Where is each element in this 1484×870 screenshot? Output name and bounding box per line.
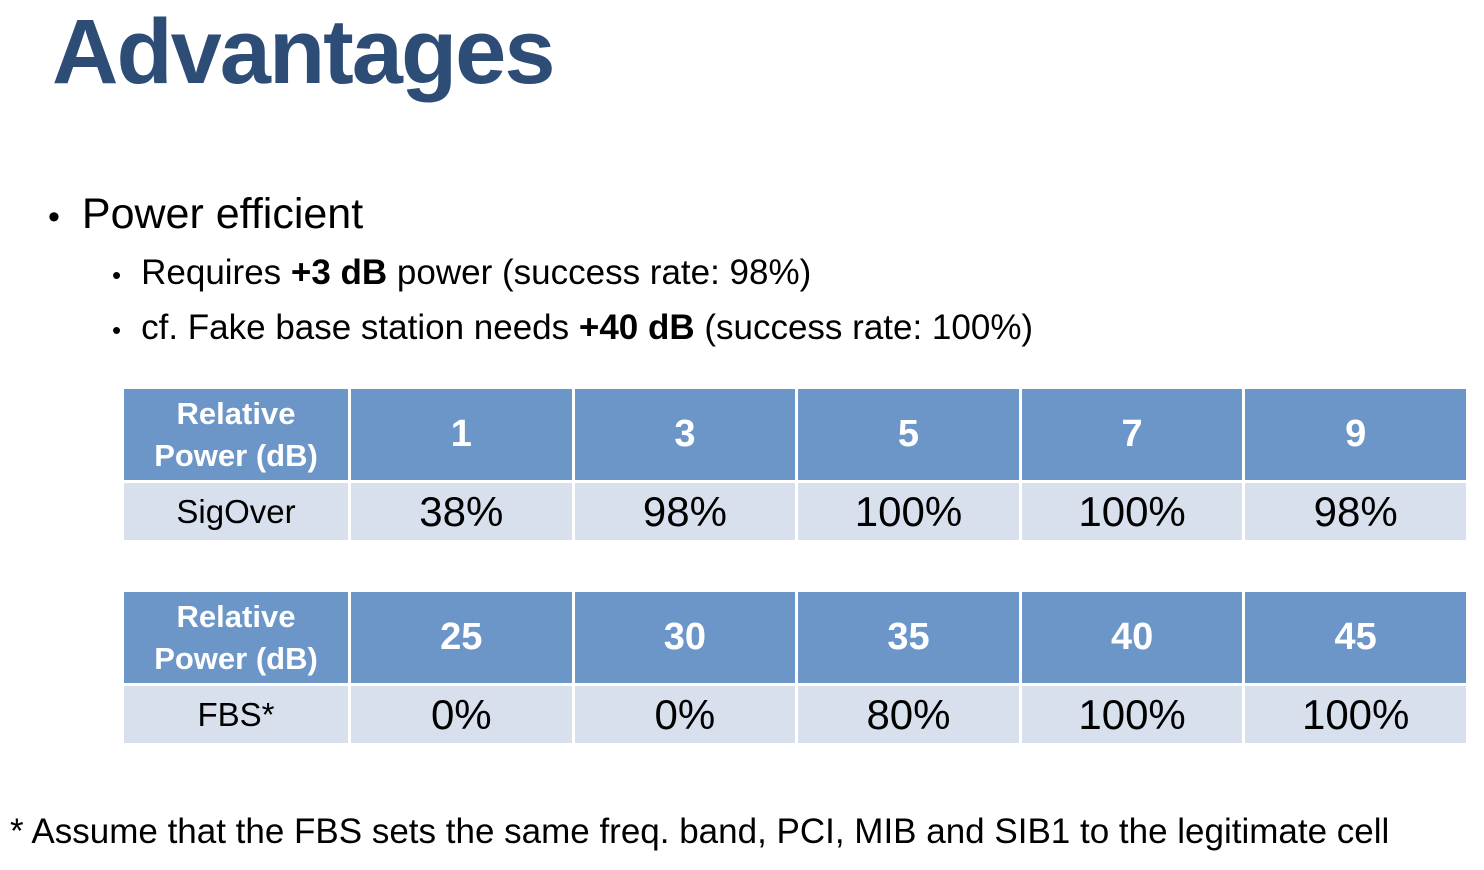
bullet-icon: • [48,198,60,236]
text-segment: (success rate: 100%) [694,308,1034,347]
header-cell-relative-power: Relative Power (dB) [124,592,348,683]
value-cell: 100% [798,483,1019,540]
table-row-sigover: SigOver 38% 98% 100% 100% 98% [124,483,1466,540]
bullet-power-efficient-text: Power efficient [81,190,364,238]
value-cell: 100% [1245,686,1466,743]
text-segment: cf. Fake base station needs [141,308,579,347]
sub-bullet-requires-power: • Requires +3 dB power (success rate: 98… [112,253,811,293]
header-cell: 3 [574,389,796,480]
footnote: * Assume that the FBS sets the same freq… [10,812,1390,851]
bullet-icon: • [112,260,122,290]
fbs-success-rate-table: Relative Power (dB) 25 30 35 40 45 FBS* … [121,589,1469,746]
table-header-row: Relative Power (dB) 1 3 5 7 9 [124,389,1466,480]
sub-bullet-requires-power-text: Requires +3 dB power (success rate: 98%) [141,253,811,293]
header-cell: 1 [351,389,572,480]
value-cell: 98% [1245,483,1466,540]
slide-title: Advantages [52,1,555,103]
header-cell-relative-power: Relative Power (dB) [124,389,348,480]
table-row-fbs: FBS* 0% 0% 80% 100% 100% [124,686,1466,743]
table-header-row: Relative Power (dB) 25 30 35 40 45 [124,592,1466,683]
value-cell: 0% [574,686,796,743]
header-cell: 30 [574,592,796,683]
sigover-success-rate-table: Relative Power (dB) 1 3 5 7 9 SigOver 38… [121,386,1469,543]
header-cell: 9 [1245,389,1466,480]
header-cell: 45 [1245,592,1466,683]
sub-bullet-fake-base-station: • cf. Fake base station needs +40 dB (su… [112,308,1033,348]
header-cell: 5 [798,389,1019,480]
value-cell: 100% [1021,483,1243,540]
bullet-icon: • [112,315,122,345]
value-cell: 100% [1021,686,1243,743]
text-segment-bold: +3 dB [290,253,388,292]
bullet-power-efficient: • Power efficient [48,190,363,239]
row-label-cell: FBS* [124,686,348,743]
row-label-cell: SigOver [124,483,348,540]
header-cell: 40 [1021,592,1243,683]
header-cell: 7 [1021,389,1243,480]
text-segment: Requires [141,253,291,292]
value-cell: 0% [351,686,572,743]
header-cell: 25 [351,592,572,683]
sub-bullet-fake-base-station-text: cf. Fake base station needs +40 dB (succ… [141,308,1033,348]
header-cell: 35 [798,592,1019,683]
text-segment-bold: +40 dB [578,308,695,347]
value-cell: 38% [351,483,572,540]
value-cell: 80% [798,686,1019,743]
value-cell: 98% [574,483,796,540]
text-segment: power (success rate: 98%) [387,253,812,292]
